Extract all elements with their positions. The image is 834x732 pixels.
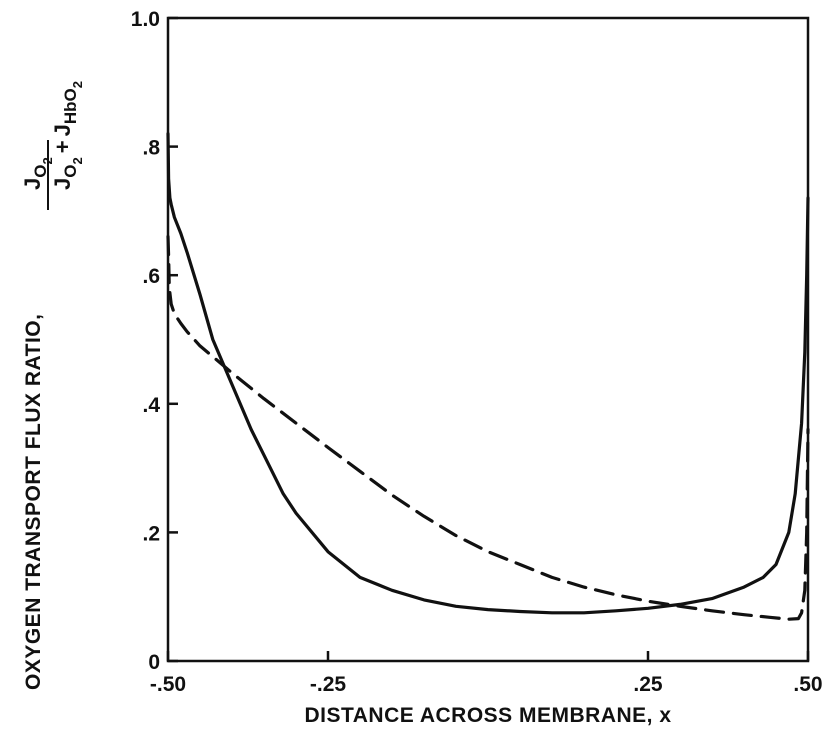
y-tick-label: .6 [142,265,160,288]
den-sub-2: HbO [61,88,80,124]
den-base-2: J [50,124,75,136]
y-tick-label: .2 [142,522,160,545]
num-sub: O [31,165,50,178]
x-tick-label: .50 [793,673,822,696]
x-tick-label: -.25 [310,673,347,696]
series [166,132,810,621]
x-axis-label: DISTANCE ACROSS MEMBRANE, x [304,704,671,727]
y-tick-label: 0 [148,651,160,674]
y-tick-label: .8 [142,137,160,160]
y-axis-fraction: JO2 JO2+JHbO2 [20,81,85,210]
ticks: -.50 -.25 .25 .50 0 .2 .4 .6 .8 1.0 [131,8,823,696]
series-dashed-line [166,235,810,621]
den-sub-1: O [61,165,80,178]
den-subsub-2: 2 [70,81,85,88]
y-tick-label: .4 [142,394,160,417]
plot-frame [166,16,810,663]
y-axis-label: OXYGEN TRANSPORT FLUX RATIO, JO2 JO2+JHb… [20,81,85,690]
den-subsub-1: 2 [70,157,85,164]
x-tick-label: -.50 [150,673,186,696]
x-tick-label: .25 [633,673,663,696]
y-tick-label: 1.0 [131,8,160,31]
den-plus: + [50,140,75,153]
num-base: J [20,178,45,190]
series-solid-line [166,132,810,615]
y-axis-label-prefix: OXYGEN TRANSPORT FLUX RATIO, [22,314,45,690]
fraction-denominator: JO2+JHbO2 [50,81,85,190]
den-base-1: J [50,178,75,190]
